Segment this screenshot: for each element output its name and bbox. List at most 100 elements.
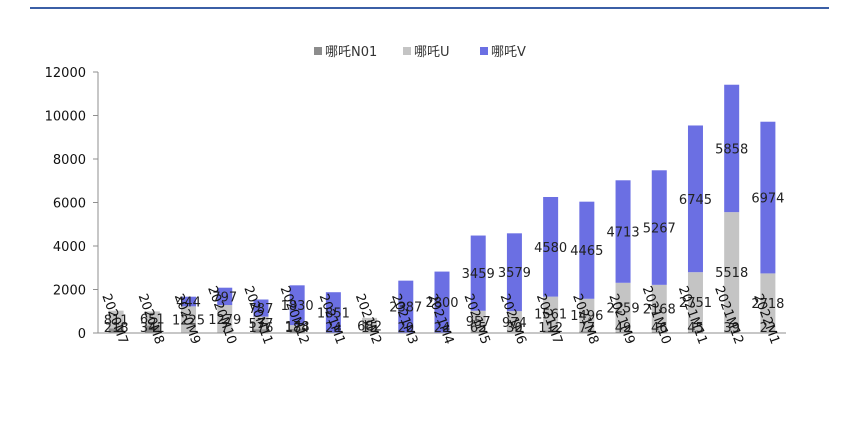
y-tick-label: 12000 xyxy=(45,66,86,81)
data-label: 39 xyxy=(723,321,740,336)
bar-segment xyxy=(108,328,124,333)
data-label: 112 xyxy=(538,321,563,336)
data-label: 4465 xyxy=(570,244,603,259)
legend-label: 哪吒V xyxy=(491,45,526,60)
legend-swatch xyxy=(480,47,488,55)
bar-segment xyxy=(651,331,667,333)
bar-segment xyxy=(760,273,776,333)
data-label: 22 xyxy=(760,321,777,336)
data-label: 577 xyxy=(249,317,274,332)
bar-segment xyxy=(108,310,124,329)
data-label: 5518 xyxy=(715,266,748,281)
data-label: 6745 xyxy=(679,193,712,208)
data-label: 341 xyxy=(140,321,165,336)
data-label: 2751 xyxy=(679,296,712,311)
data-label: 24 xyxy=(434,321,451,336)
bar-segment xyxy=(579,201,595,299)
data-label: 65 xyxy=(470,321,487,336)
data-label: 176 xyxy=(249,321,274,336)
data-label: 77 xyxy=(579,321,596,336)
y-tick-label: 0 xyxy=(78,327,86,342)
bar-segment xyxy=(470,310,486,332)
data-label: 957 xyxy=(466,315,491,330)
data-label: 30 xyxy=(506,321,523,336)
data-label: 1225 xyxy=(172,314,205,329)
data-label: 682 xyxy=(357,319,382,334)
bars-layer xyxy=(108,84,776,334)
bar-segment xyxy=(253,299,269,317)
data-label: 24 xyxy=(325,321,342,336)
bar-segment xyxy=(724,212,740,333)
data-label: 797 xyxy=(212,290,237,305)
data-label: 7 xyxy=(221,321,229,336)
data-label: 2168 xyxy=(643,302,676,317)
bar-segment xyxy=(724,84,740,213)
legend-label: 哪吒N01 xyxy=(325,45,377,60)
data-label: 49 xyxy=(615,321,632,336)
bar-segment xyxy=(253,329,269,333)
y-tick-label: 4000 xyxy=(53,240,86,255)
bar-segment xyxy=(615,282,631,332)
data-label: 4713 xyxy=(607,226,640,241)
bar-segment xyxy=(181,296,197,307)
data-label: 15 xyxy=(361,321,378,336)
data-label: 651 xyxy=(140,313,165,328)
y-tick-label: 10000 xyxy=(45,110,86,125)
bar-segment xyxy=(181,306,197,333)
data-label: 45 xyxy=(687,321,704,336)
bar-segment xyxy=(289,328,305,333)
bar-segment xyxy=(506,233,522,312)
bar-segment xyxy=(144,311,160,326)
data-label: 184 xyxy=(285,321,310,336)
bar-segment xyxy=(687,125,703,273)
bar-segment xyxy=(615,180,631,283)
y-tick-label: 8000 xyxy=(53,153,86,168)
bar-segment xyxy=(579,331,595,333)
bar-segment xyxy=(651,284,667,332)
bar-segment xyxy=(470,235,486,311)
data-label: 4580 xyxy=(534,241,567,256)
data-label: 3459 xyxy=(462,267,495,282)
bar-segment xyxy=(289,285,305,326)
y-tick-label: 2000 xyxy=(53,284,86,299)
bar-segment xyxy=(144,325,160,333)
bar-segment xyxy=(651,170,667,285)
bar-segment xyxy=(217,305,233,333)
bar-segment xyxy=(615,331,631,333)
bar-segment xyxy=(470,331,486,333)
bar-segment xyxy=(506,311,522,333)
data-label: 5267 xyxy=(643,222,676,237)
bar-segment xyxy=(289,325,305,329)
data-label: 787 xyxy=(249,302,274,317)
data-label: 3579 xyxy=(498,266,531,281)
data-label: 1851 xyxy=(317,306,350,321)
legend: 哪吒N01 哪吒U 哪吒V xyxy=(314,45,526,60)
data-label: 444 xyxy=(176,296,201,311)
bar-segment xyxy=(362,317,378,333)
y-tick-label: 6000 xyxy=(53,197,86,212)
bar-segment xyxy=(543,296,559,331)
bar-segment xyxy=(398,280,414,333)
data-label: 5858 xyxy=(715,142,748,157)
legend-swatch xyxy=(314,47,322,55)
data-label: 6974 xyxy=(751,192,784,207)
data-label: 218 xyxy=(104,321,129,336)
bar-segment xyxy=(579,298,595,332)
data-label: 1279 xyxy=(208,313,241,328)
legend-swatch xyxy=(403,47,411,55)
data-label: 1496 xyxy=(570,309,603,324)
data-label: 178 xyxy=(285,320,310,335)
data-label: 974 xyxy=(502,316,527,331)
data-label: 1561 xyxy=(534,308,567,323)
data-label: 811 xyxy=(104,313,129,328)
legend-label: 哪吒U xyxy=(414,45,450,60)
bar-segment xyxy=(687,272,703,333)
bar-segment xyxy=(434,271,450,333)
data-label: 46 xyxy=(651,321,668,336)
y-axis: 0 2000 4000 6000 8000 10000 12000 xyxy=(45,66,99,342)
bar-segment xyxy=(543,196,559,297)
data-label: 2800 xyxy=(425,296,458,311)
bar-segment xyxy=(217,287,233,306)
